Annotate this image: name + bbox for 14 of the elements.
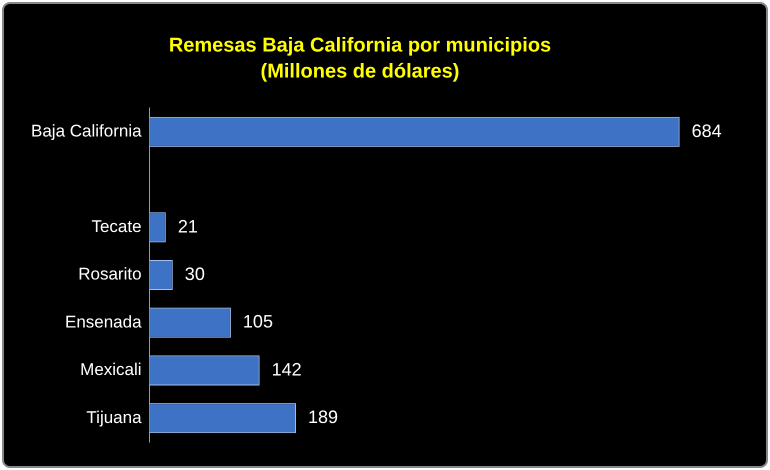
y-tick-label: Baja California <box>30 122 142 141</box>
data-label: 142 <box>272 359 302 380</box>
data-label: 30 <box>184 264 205 284</box>
y-tick-label: Ensenada <box>64 312 142 332</box>
data-label: 21 <box>178 216 198 236</box>
chart-title: Remesas Baja California por municipios <box>168 34 552 57</box>
chart-subtitle: (Millones de dólares) <box>260 60 460 83</box>
data-label: 105 <box>242 312 273 332</box>
y-tick-label: Rosarito <box>78 264 142 284</box>
y-tick-label: Mexicali <box>80 360 142 380</box>
data-label: 189 <box>308 407 338 428</box>
y-tick-label: Tecate <box>91 216 142 236</box>
y-tick-label: Tijuana <box>86 408 142 427</box>
data-label: 684 <box>692 120 722 141</box>
